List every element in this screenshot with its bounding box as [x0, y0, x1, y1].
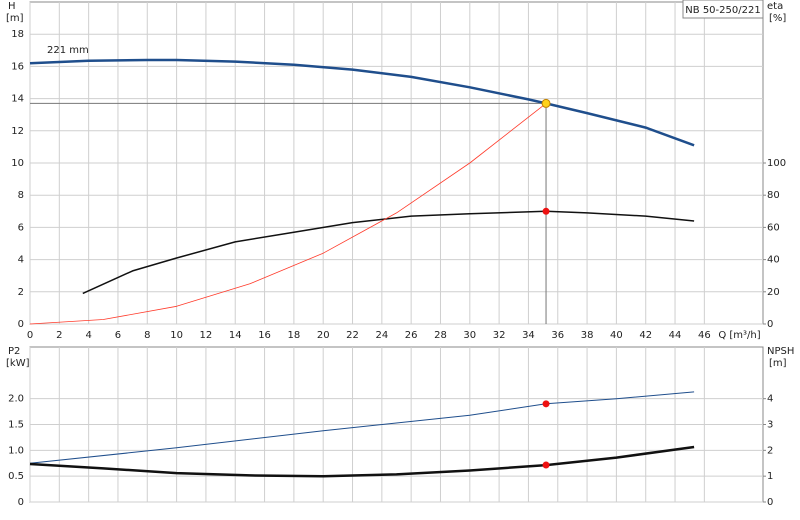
y2-tick-label: 100: [767, 158, 786, 169]
x-tick-label: 34: [522, 330, 535, 341]
y-tick-label: 2.0: [8, 394, 24, 405]
x-tick-label: 46: [698, 330, 711, 341]
x-tick-label: 30: [463, 330, 476, 341]
y-tick-label: 18: [11, 29, 24, 40]
y2-tick-label: 0: [767, 497, 773, 508]
x-tick-label: 0: [27, 330, 33, 341]
x-tick-label: 12: [200, 330, 213, 341]
y2-tick-label: 2: [767, 445, 773, 456]
y2-tick-label: 80: [767, 190, 780, 201]
model-label: NB 50-250/221: [685, 5, 760, 16]
y-tick-label: 10: [11, 158, 24, 169]
x-tick-label: 36: [551, 330, 564, 341]
x-tick-label: 40: [610, 330, 623, 341]
y2-tick-label: 0: [767, 319, 773, 330]
series-line: [29, 445, 695, 478]
y2-axis-unit: [%]: [769, 13, 786, 24]
x-axis-label: Q [m³/h]: [718, 330, 760, 341]
y2-tick-label: 3: [767, 420, 773, 431]
x-tick-label: 8: [144, 330, 150, 341]
x-tick-label: 44: [669, 330, 682, 341]
y-tick-label: 14: [11, 94, 24, 105]
y-axis-unit: [m]: [6, 13, 24, 24]
series-line: [29, 391, 695, 464]
curve-annotation: 221 mm: [47, 45, 89, 56]
y-tick-label: 16: [11, 61, 24, 72]
x-tick-label: 38: [581, 330, 594, 341]
series-line: [29, 103, 547, 325]
x-tick-label: 22: [346, 330, 359, 341]
y2-axis-unit: [m]: [769, 358, 787, 369]
x-tick-label: 42: [639, 330, 652, 341]
y-axis-label: H: [8, 1, 16, 12]
y-tick-label: 12: [11, 126, 24, 137]
y2-tick-label: 20: [767, 287, 780, 298]
operating-point: [542, 207, 550, 215]
x-tick-label: 28: [434, 330, 447, 341]
x-tick-label: 2: [56, 330, 62, 341]
y2-tick-label: 1: [767, 471, 773, 482]
operating-point: [541, 98, 551, 108]
y-tick-label: 4: [18, 255, 24, 266]
x-tick-label: 20: [317, 330, 330, 341]
x-tick-label: 16: [258, 330, 271, 341]
x-tick-label: 18: [288, 330, 301, 341]
x-tick-label: 32: [493, 330, 506, 341]
x-tick-label: 26: [405, 330, 418, 341]
x-tick-label: 6: [115, 330, 121, 341]
x-tick-label: 14: [229, 330, 242, 341]
y2-axis-label: NPSH: [767, 346, 794, 357]
model-box: [682, 0, 764, 19]
y-tick-label: 6: [18, 222, 24, 233]
y-axis-unit: [kW]: [6, 358, 30, 369]
operating-point: [542, 400, 550, 408]
x-tick-label: 4: [85, 330, 91, 341]
series-line: [29, 58, 695, 147]
y-tick-label: 1.5: [8, 420, 24, 431]
x-tick-label: 10: [170, 330, 183, 341]
y-tick-label: 0.5: [8, 471, 24, 482]
y2-tick-label: 4: [767, 394, 773, 405]
y2-axis-label: eta: [767, 1, 783, 12]
y-axis-label: P2: [8, 346, 20, 357]
y2-tick-label: 60: [767, 222, 780, 233]
x-tick-label: 24: [375, 330, 388, 341]
series-line: [82, 210, 695, 295]
y-tick-label: 0: [18, 319, 24, 330]
y-tick-label: 1.0: [8, 445, 24, 456]
y-tick-label: 2: [18, 287, 24, 298]
y-tick-label: 0: [18, 497, 24, 508]
y-tick-label: 8: [18, 190, 24, 201]
y2-tick-label: 40: [767, 255, 780, 266]
operating-point: [542, 461, 550, 469]
